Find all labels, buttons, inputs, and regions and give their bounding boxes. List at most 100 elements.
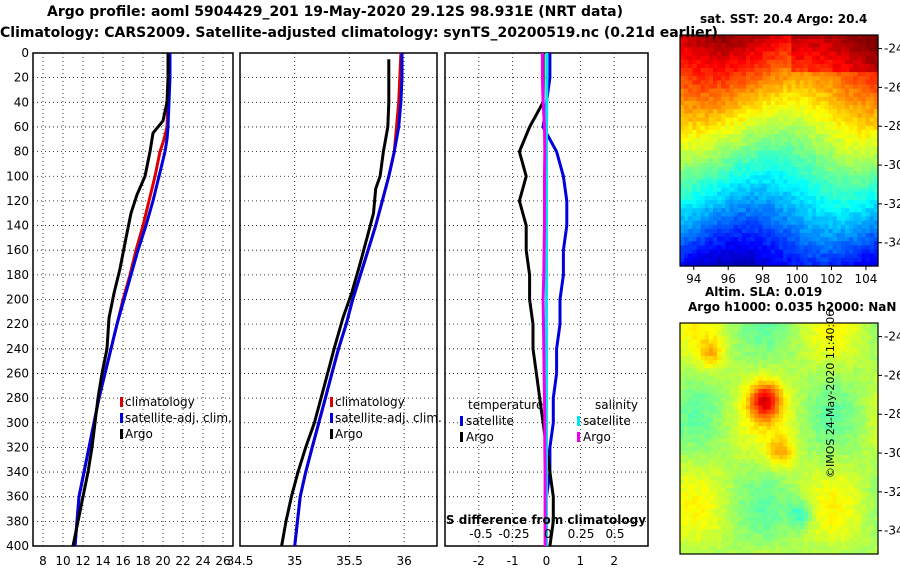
salinity-diff-tick-label: 0 bbox=[544, 527, 552, 541]
x-tick-label: 36 bbox=[397, 554, 412, 568]
depth-tick-label: 280 bbox=[6, 391, 29, 405]
legend-label: satellite bbox=[583, 414, 631, 428]
legend-swatch bbox=[330, 429, 333, 439]
depth-tick-label: 220 bbox=[6, 317, 29, 331]
lon-tick-label: 104 bbox=[854, 272, 877, 286]
series-line-argo bbox=[280, 59, 391, 547]
lat-tick-label: -24 bbox=[884, 330, 900, 344]
x-tick-label: 35 bbox=[287, 554, 302, 568]
x-tick-label: 0 bbox=[543, 554, 551, 568]
x-tick-label: 35.5 bbox=[336, 554, 363, 568]
depth-tick-label: 0 bbox=[21, 46, 29, 60]
series-line-satellite-adj-clim- bbox=[73, 53, 172, 547]
legend-swatch bbox=[330, 397, 333, 407]
sla-map-frame bbox=[679, 322, 879, 555]
difference-axis-label: S difference from climatology bbox=[446, 513, 646, 527]
salinity-diff-tick-label: -0.5 bbox=[469, 527, 492, 541]
legend-label: climatology bbox=[125, 395, 195, 409]
x-tick-label: 14 bbox=[95, 554, 110, 568]
depth-tick-label: 360 bbox=[6, 490, 29, 504]
series-line-argo bbox=[71, 53, 170, 547]
title-line-2: Climatology: CARS2009. Satellite-adjuste… bbox=[0, 25, 718, 41]
sst-map-frame bbox=[679, 34, 879, 267]
x-tick-label: 24 bbox=[195, 554, 210, 568]
salinity-diff-tick-label: 0.5 bbox=[605, 527, 624, 541]
legend-title-temperature: temperature bbox=[468, 398, 543, 412]
lat-tick-label: -34 bbox=[884, 236, 900, 250]
lat-tick-label: -32 bbox=[884, 197, 900, 211]
legend-title-salinity: salinity bbox=[595, 398, 638, 412]
x-tick-label: 10 bbox=[55, 554, 70, 568]
lat-tick-label: -30 bbox=[884, 446, 900, 460]
legend-label: satellite bbox=[466, 414, 514, 428]
legend-swatch bbox=[120, 413, 123, 423]
legend-label: Argo bbox=[125, 427, 153, 441]
x-tick-label: -1 bbox=[507, 554, 519, 568]
salinity-diff-tick-label: 0.25 bbox=[568, 527, 595, 541]
depth-tick-label: 140 bbox=[6, 219, 29, 233]
x-tick-label: 12 bbox=[75, 554, 90, 568]
lon-tick-label: 94 bbox=[686, 272, 701, 286]
lat-tick-label: -26 bbox=[884, 368, 900, 382]
x-tick-label: -2 bbox=[473, 554, 485, 568]
series-line-satellite-adj-clim- bbox=[293, 53, 404, 547]
sla-map-field bbox=[680, 323, 879, 555]
depth-tick-label: 120 bbox=[6, 194, 29, 208]
salinity-diff-tick-label: -0.25 bbox=[498, 527, 529, 541]
depth-tick-label: 100 bbox=[6, 169, 29, 183]
lon-tick-label: 102 bbox=[820, 272, 843, 286]
credit-text: ©IMOS 24-May-2020 11:40:06 bbox=[824, 309, 837, 478]
x-tick-label: 2 bbox=[610, 554, 618, 568]
legend-label: Argo bbox=[583, 430, 611, 444]
lat-tick-label: -28 bbox=[884, 407, 900, 421]
depth-tick-label: 80 bbox=[14, 145, 29, 159]
series-line-salinity-argo bbox=[540, 53, 547, 546]
depth-tick-label: 160 bbox=[6, 243, 29, 257]
plot-frame-salinity-profile bbox=[239, 52, 438, 547]
depth-tick-label: 180 bbox=[6, 268, 29, 282]
lat-tick-label: -34 bbox=[884, 524, 900, 538]
legend-swatch bbox=[577, 432, 580, 442]
legend-label: satellite-adj. clim. bbox=[335, 411, 442, 425]
series-line-temperature-argo bbox=[517, 53, 555, 547]
sla-title-1: Altim. SLA: 0.019 bbox=[705, 285, 823, 299]
lon-tick-label: 96 bbox=[721, 272, 736, 286]
depth-tick-label: 380 bbox=[6, 514, 29, 528]
legend-label: climatology bbox=[335, 395, 405, 409]
lat-tick-label: -26 bbox=[884, 80, 900, 94]
legend-swatch bbox=[120, 429, 123, 439]
lon-tick-label: 98 bbox=[755, 272, 770, 286]
depth-tick-label: 60 bbox=[14, 120, 29, 134]
legend-label: Argo bbox=[466, 430, 494, 444]
legend-swatch bbox=[460, 416, 463, 426]
x-tick-label: 1 bbox=[577, 554, 585, 568]
sst-map-title: sat. SST: 20.4 Argo: 20.4 bbox=[700, 12, 868, 26]
x-tick-label: 34.5 bbox=[227, 554, 254, 568]
depth-tick-label: 260 bbox=[6, 366, 29, 380]
x-tick-label: 26 bbox=[215, 554, 230, 568]
x-tick-label: 8 bbox=[39, 554, 47, 568]
legend-label: Argo bbox=[335, 427, 363, 441]
legend-swatch bbox=[330, 413, 333, 423]
depth-tick-label: 240 bbox=[6, 342, 29, 356]
lat-tick-label: -24 bbox=[884, 42, 900, 56]
lat-tick-label: -30 bbox=[884, 158, 900, 172]
x-tick-label: 16 bbox=[115, 554, 130, 568]
legend-swatch bbox=[577, 416, 580, 426]
lat-tick-label: -28 bbox=[884, 119, 900, 133]
depth-tick-label: 40 bbox=[14, 95, 29, 109]
legend-label: satellite-adj. clim. bbox=[125, 411, 232, 425]
title-line-1: Argo profile: aoml 5904429_201 19-May-20… bbox=[47, 4, 623, 20]
x-tick-label: 20 bbox=[155, 554, 170, 568]
depth-tick-label: 340 bbox=[6, 465, 29, 479]
x-tick-label: 22 bbox=[175, 554, 190, 568]
depth-tick-label: 300 bbox=[6, 416, 29, 430]
depth-tick-label: 200 bbox=[6, 293, 29, 307]
sst-map-field bbox=[680, 35, 879, 267]
legend-swatch bbox=[460, 432, 463, 442]
lat-tick-label: -32 bbox=[884, 485, 900, 499]
sla-title-2: Argo h1000: 0.035 h2000: NaN bbox=[688, 300, 897, 314]
depth-tick-label: 320 bbox=[6, 440, 29, 454]
x-tick-label: 18 bbox=[135, 554, 150, 568]
